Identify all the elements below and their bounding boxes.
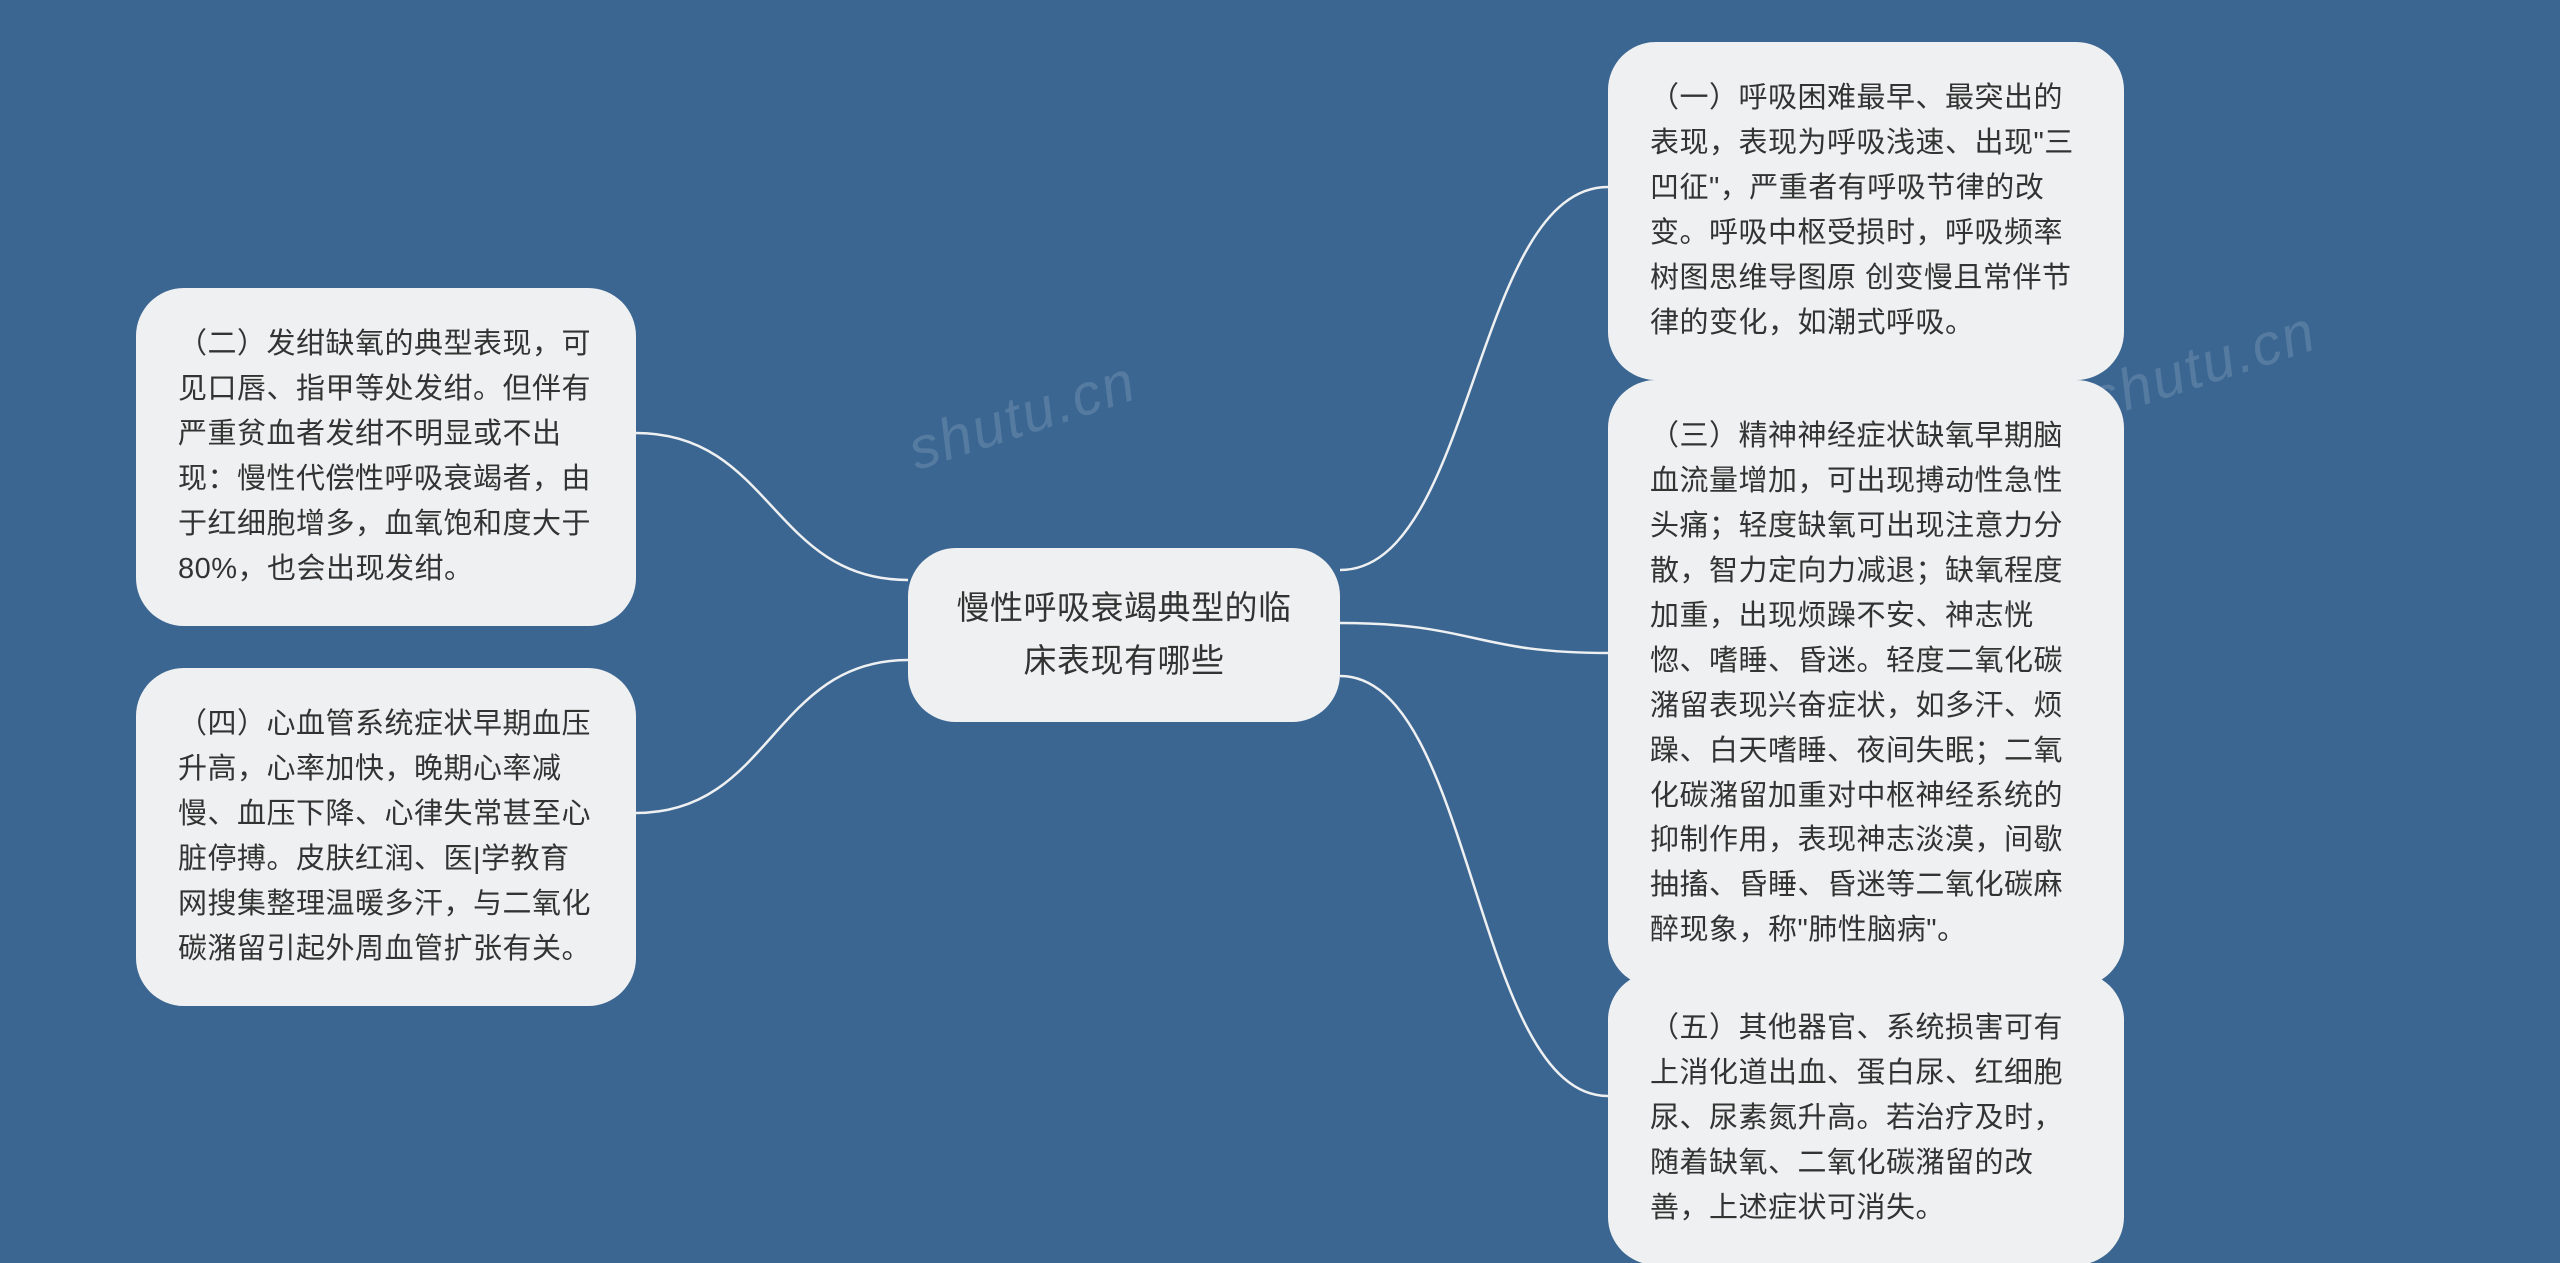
watermark: shutu.cn <box>900 347 1144 483</box>
node-3: （三）精神神经症状缺氧早期脑血流量增加，可出现搏动性急性头痛；轻度缺氧可出现注意… <box>1608 380 2124 987</box>
node-2: （二）发绀缺氧的典型表现，可见口唇、指甲等处发绀。但伴有严重贫血者发绀不明显或不… <box>136 288 636 626</box>
node-1: （一）呼吸困难最早、最突出的表现，表现为呼吸浅速、出现"三凹征"，严重者有呼吸节… <box>1608 42 2124 380</box>
link-n3 <box>1340 623 1608 653</box>
link-n2 <box>636 433 908 580</box>
node-5: （五）其他器官、系统损害可有上消化道出血、蛋白尿、红细胞尿、尿素氮升高。若治疗及… <box>1608 972 2124 1263</box>
link-n5 <box>1340 676 1608 1096</box>
root-node: 慢性呼吸衰竭典型的临床表现有哪些 <box>908 548 1340 722</box>
link-n1 <box>1340 187 1608 570</box>
link-n4 <box>636 660 908 813</box>
node-4: （四）心血管系统症状早期血压升高，心率加快，晚期心率减慢、血压下降、心律失常甚至… <box>136 668 636 1006</box>
mindmap-stage: 树图 shutu.cn shutu.cn 树图 shutu.cn 慢性呼吸衰竭典… <box>0 0 2560 1263</box>
